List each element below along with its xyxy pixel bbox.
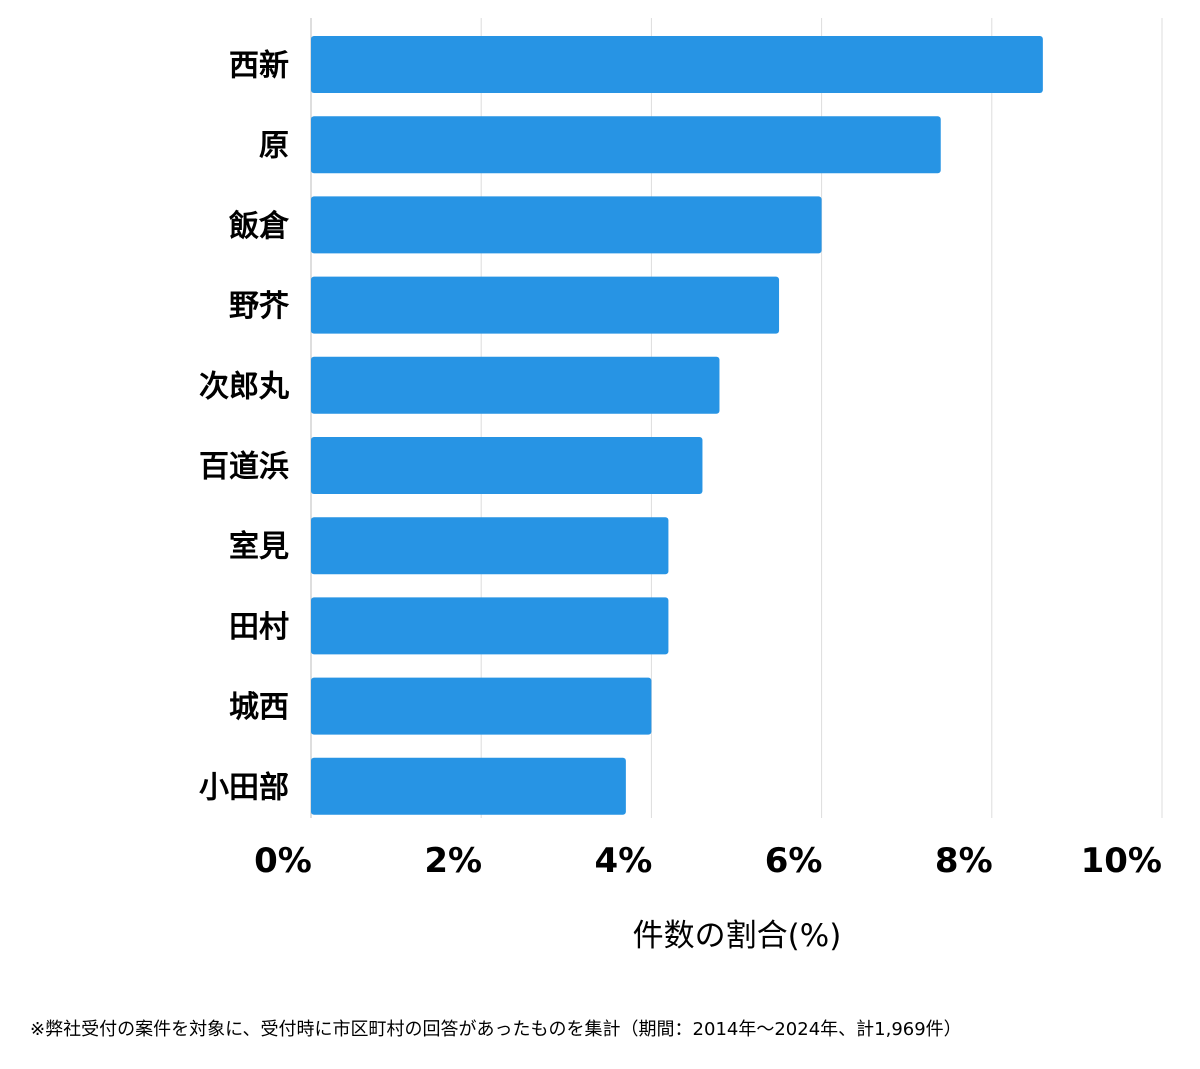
category-label: 小田部 xyxy=(199,770,289,805)
category-label: 西新 xyxy=(229,49,289,84)
bar xyxy=(311,437,703,494)
bar xyxy=(311,757,626,815)
bar xyxy=(311,517,669,575)
x-tick-labels: 0% 2% 4% 6% 8% 10% xyxy=(254,841,1162,881)
x-tick-label: 10% xyxy=(1081,841,1162,881)
category-label: 田村 xyxy=(229,610,289,645)
bar xyxy=(311,116,941,174)
category-label: 百道浜 xyxy=(199,450,289,485)
category-label: 飯倉 xyxy=(229,209,290,244)
category-label: 原 xyxy=(259,129,289,164)
footnote: ※弊社受付の案件を対象に、受付時に市区町村の回答があったものを集計（期間：201… xyxy=(30,1019,962,1040)
bar xyxy=(311,677,652,735)
x-axis-title: 件数の割合(%) xyxy=(633,918,842,954)
category-label: 室見 xyxy=(229,530,289,565)
x-tick-label: 4% xyxy=(595,841,653,881)
bar xyxy=(311,196,822,254)
bars xyxy=(311,36,1043,815)
x-tick-label: 0% xyxy=(254,841,312,881)
x-tick-label: 6% xyxy=(765,841,823,881)
bar xyxy=(311,276,780,334)
x-tick-label: 2% xyxy=(424,841,482,881)
bar xyxy=(311,356,720,414)
bar xyxy=(311,597,669,655)
category-label: 野芥 xyxy=(229,289,290,324)
category-label: 次郎丸 xyxy=(199,369,289,404)
category-label: 城西 xyxy=(229,690,289,725)
bar xyxy=(311,36,1043,93)
x-tick-label: 8% xyxy=(935,841,993,881)
